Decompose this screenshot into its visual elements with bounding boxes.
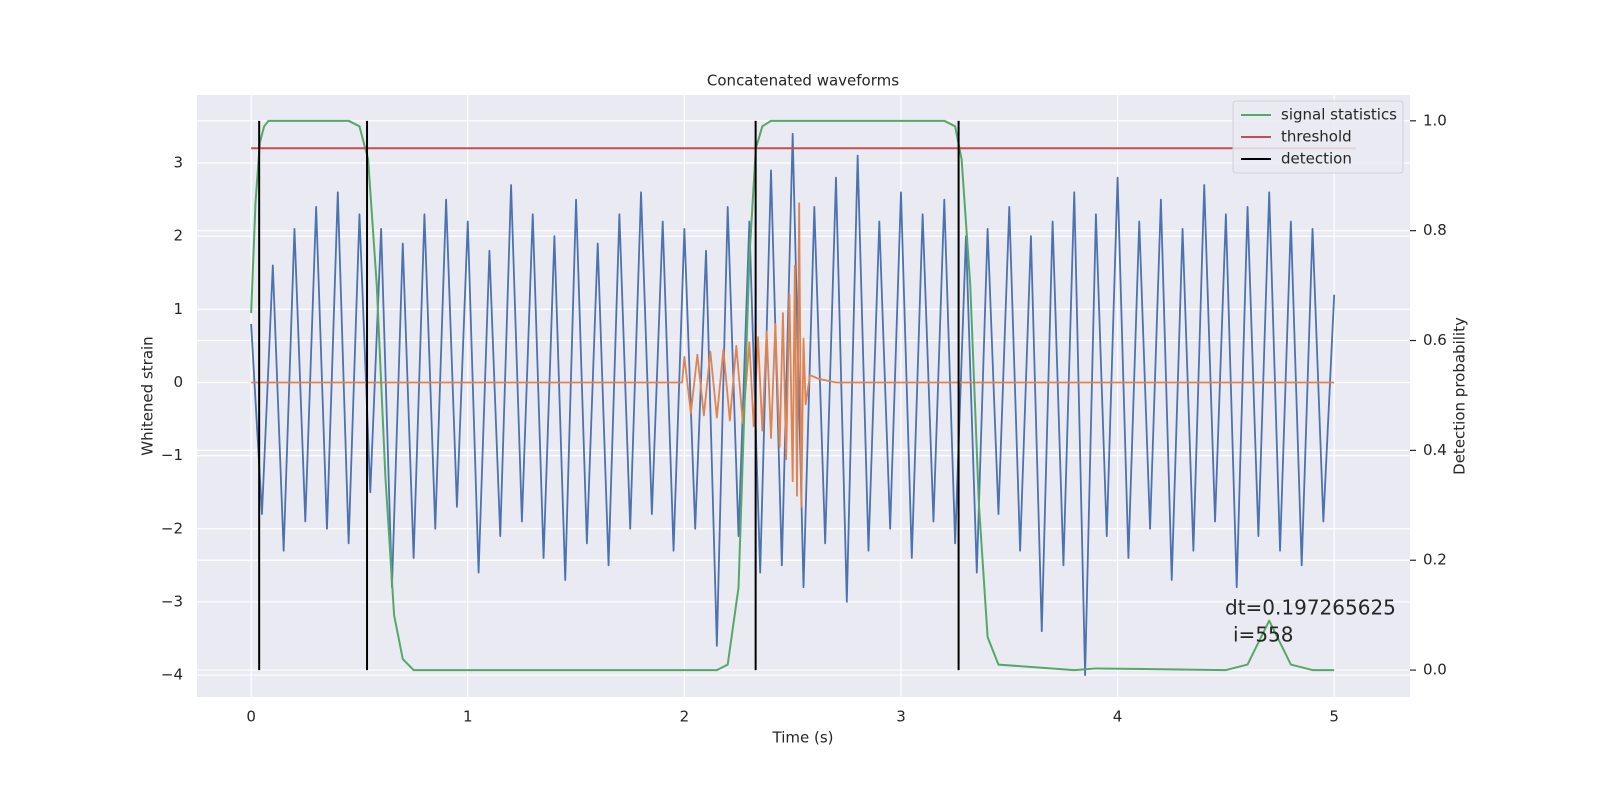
x-tick-label: 1 <box>463 708 473 726</box>
annotation: i=558 <box>1233 623 1294 647</box>
y-tick-label: 3 <box>173 154 183 172</box>
y-tick-label: 0 <box>173 373 183 391</box>
x-tick-label: 2 <box>680 708 690 726</box>
y-tick-label: −3 <box>161 592 183 610</box>
y2-tick-label: 0.0 <box>1423 661 1447 679</box>
y-tick-label: −2 <box>161 519 183 537</box>
labels: 0 1 2 3 4 5 −4 −3 −2 −1 0 1 2 3 0.0 0.2 0.4 0.6 0.8 1.0 <box>161 111 1447 725</box>
y-axis-label: Whitened strain <box>139 336 157 455</box>
plot-marks <box>250 119 1356 676</box>
x-tick-label: 0 <box>246 708 256 726</box>
x-tick-label: 3 <box>896 708 906 726</box>
legend-label: detection <box>1281 150 1352 168</box>
y2-axis-label: Detection probability <box>1451 317 1469 475</box>
y2-tick-label: 0.6 <box>1423 331 1447 349</box>
legend-label: threshold <box>1281 128 1352 146</box>
x-axis-label: Time (s) <box>772 729 834 747</box>
x-tick-label: 5 <box>1329 708 1339 726</box>
y-tick-label: −1 <box>161 446 183 464</box>
y2-tick-label: 0.8 <box>1423 221 1447 239</box>
chart-title: Concatenated waveforms <box>707 72 899 90</box>
legend-box <box>1232 100 1404 174</box>
annotation: dt=0.197265625 <box>1225 596 1396 620</box>
legend-label: signal statistics <box>1281 106 1397 124</box>
y-tick-label: 1 <box>173 300 183 318</box>
y-tick-label: −4 <box>161 666 183 684</box>
x-tick-label: 4 <box>1113 708 1123 726</box>
y2-tick-label: 0.2 <box>1423 551 1447 569</box>
y-tick-label: 2 <box>173 227 183 245</box>
legend: signal statistics threshold detection <box>1232 100 1404 174</box>
series-line <box>251 202 1335 508</box>
series-line <box>250 132 1336 676</box>
y2-tick-label: 0.4 <box>1423 441 1447 459</box>
y2-tick-label: 1.0 <box>1423 111 1447 129</box>
